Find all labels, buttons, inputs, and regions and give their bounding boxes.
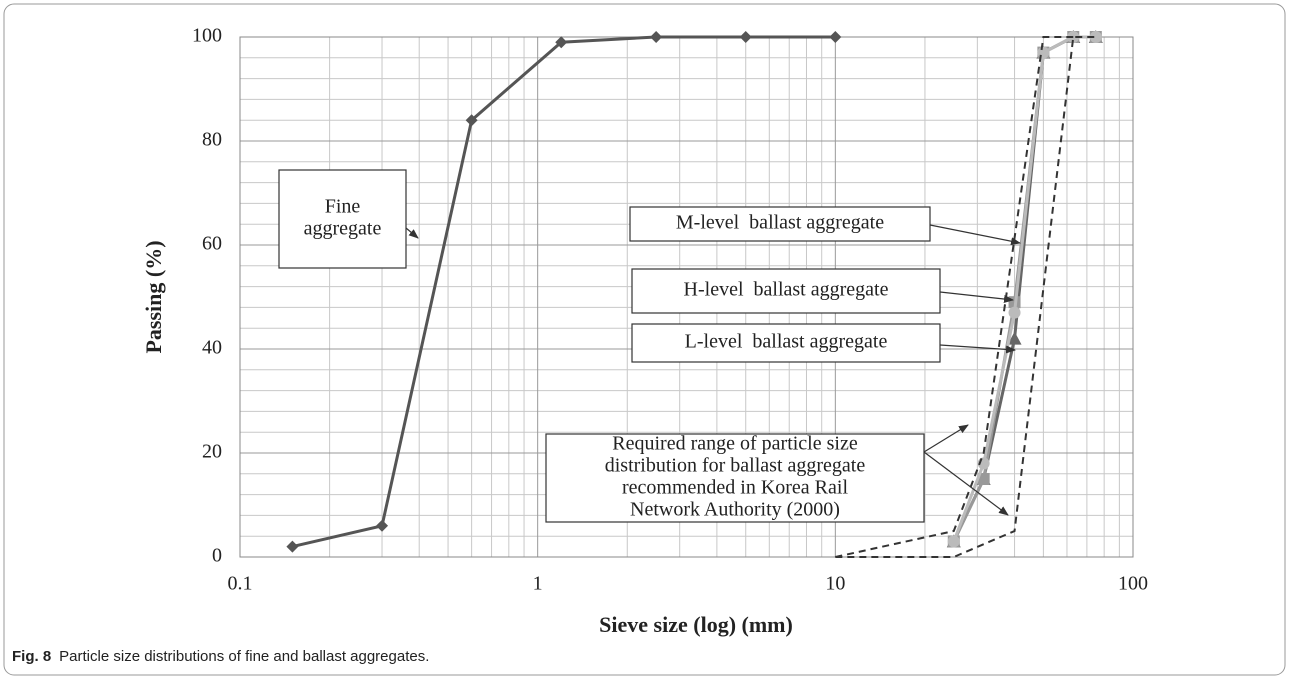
series-line [952,35,1096,543]
marker [1089,31,1102,43]
annotation-box [545,433,925,523]
annotation-text: distribution for ballast aggregate [605,455,866,477]
marker [1008,306,1021,319]
y-tick-label: 100 [192,25,222,47]
marker [376,519,389,532]
marker [1037,46,1050,59]
annotation-text: H-level ballast aggregate [684,279,889,301]
annotation-box [631,323,941,363]
x-tick-label: 1 [533,573,543,595]
annotation-text: Required range of particle size [612,433,858,455]
marker [977,473,990,485]
annotation-arrow [939,344,1016,354]
x-tick-label: 10 [825,573,845,595]
marker [650,31,663,43]
y-tick-label: 20 [202,441,222,463]
caption-text: Particle size distributions of fine and … [59,648,429,665]
series-line [952,35,1096,543]
caption-label: Fig. 8 [12,648,51,665]
y-axis-label: Passing (%) [141,240,166,353]
annotation-arrow [929,224,1021,246]
marker [829,31,842,43]
marker [947,535,960,548]
annotation-arrow [939,291,1014,303]
marker [465,114,478,127]
marker [1007,331,1022,345]
y-tick-label: 40 [202,337,222,359]
annotation-text: M-level ballast aggregate [676,212,884,234]
limit-line [835,36,1096,558]
frame [3,3,1286,676]
caption: Fig. 8 Particle size distributions of fin… [12,648,429,665]
annotation-text: Fine [325,196,361,218]
x-tick-label: 100 [1118,573,1148,595]
marker [286,540,299,553]
y-tick-label: 80 [202,129,222,151]
limit-line [835,36,1074,558]
annotation-box [629,206,931,242]
annotation-arrow [923,451,1009,516]
x-tick-label: 0.1 [228,573,253,595]
annotation-box [278,169,407,269]
annotation-arrow [923,424,969,453]
annotation-text: recommended in Korea Rail [622,477,848,499]
annotation-text: L-level ballast aggregate [685,331,888,353]
series-line [952,35,1096,542]
y-tick-label: 60 [202,233,222,255]
annotation-text: Network Authority (2000) [630,499,840,521]
annotation-text: aggregate [304,218,382,240]
y-tick-label: 0 [212,545,222,567]
marker [739,31,752,43]
marker [555,36,568,49]
annotation-arrow [405,227,419,239]
annotation-box [631,268,941,314]
x-axis-label: Sieve size (log) (mm) [599,612,793,637]
